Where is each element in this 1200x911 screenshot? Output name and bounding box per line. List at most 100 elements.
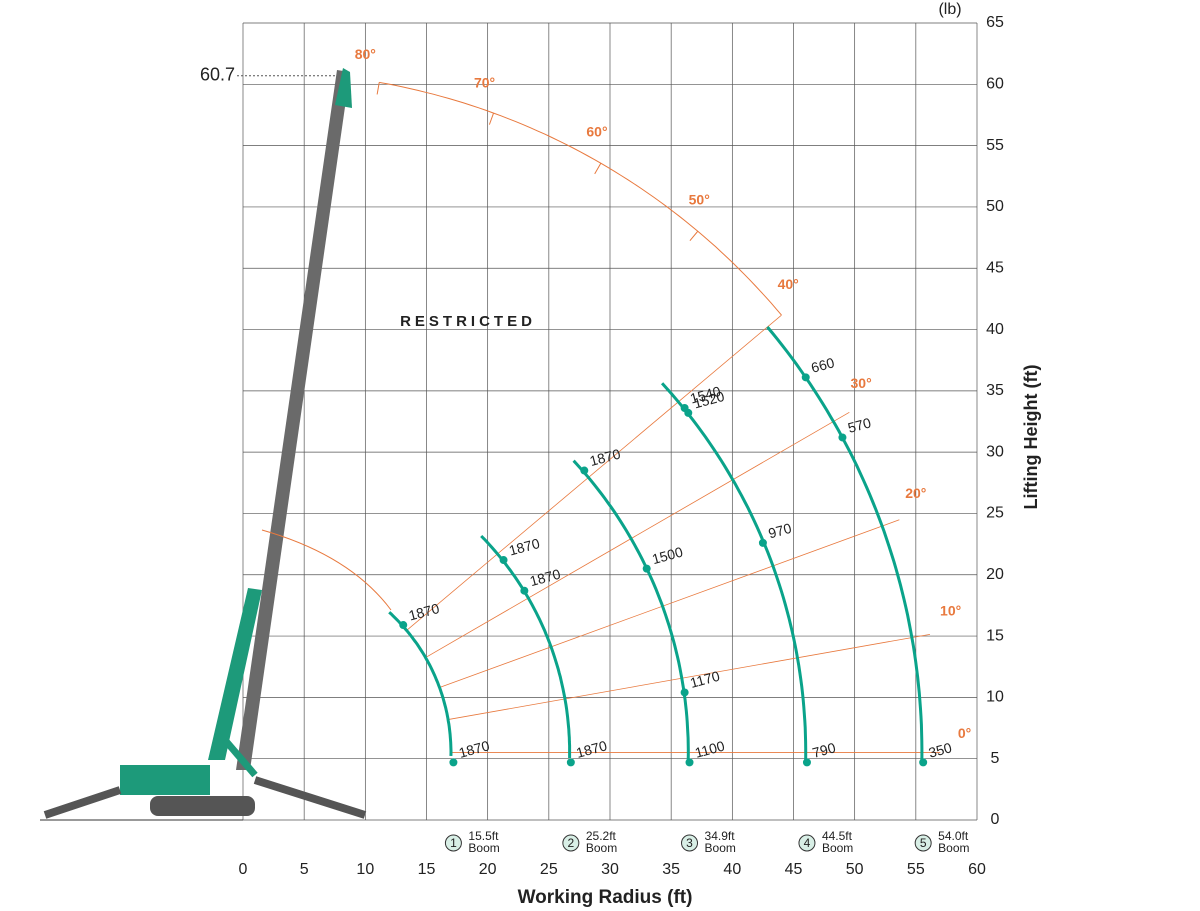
load-point [801,373,810,382]
y-axis-title: Lifting Height (ft) [1021,365,1041,510]
boom-number: 1 [450,836,457,850]
load-label: 350 [927,739,954,761]
tracks [150,796,255,816]
load-label: 1500 [650,544,684,568]
grid [242,22,978,821]
load-point [758,538,767,547]
x-tick-label: 20 [479,861,497,878]
unit-label: (lb) [938,1,961,18]
boom-base [208,588,262,760]
load-label: 1520 [692,388,726,412]
outrigger [253,776,367,819]
x-tick-label: 50 [846,861,864,878]
y-tick-label: 50 [986,198,1004,215]
load-label: 660 [809,354,836,376]
boom-arc [660,382,808,763]
load-label: 1870 [507,535,541,559]
load-label: 570 [846,414,873,436]
outrigger [43,786,122,819]
restricted-label: RESTRICTED [400,313,536,330]
load-point [685,758,694,767]
boom-unit: Boom [822,841,853,855]
angle-label: 10° [940,603,961,619]
boom-marker [798,834,816,852]
load-point [919,758,928,767]
boom-number: 2 [568,836,575,850]
load-label: 790 [811,739,838,761]
outrigger-arm [222,737,258,778]
y-tick-label: 45 [986,259,1004,276]
angle-tick [488,112,495,125]
x-axis-title: Working Radius (ft) [518,887,693,908]
angle-label: 80° [355,46,376,62]
load-point [399,621,408,630]
angle-label: 40° [778,276,799,292]
load-label: 1540 [688,383,722,407]
x-tick-label: 45 [785,861,803,878]
load-point [684,408,693,417]
angle-line [406,314,782,631]
load-label: 1170 [688,668,721,691]
boom-length: 15.5ft [468,829,499,843]
y-tick-label: 15 [986,627,1004,644]
boom-length: 44.5ft [822,829,853,843]
angle-tick [594,162,602,175]
x-tick-label: 30 [601,861,619,878]
x-tick-label: 35 [662,861,680,878]
boom-unit: Boom [938,841,969,855]
load-label: 1870 [574,737,608,761]
boom-marker [681,834,699,852]
boom-unit: Boom [586,841,617,855]
boom-number: 5 [920,836,927,850]
max-height-label: 60.7 [200,64,235,84]
boom-marker [562,834,580,852]
load-point [499,556,508,565]
boom-unit: Boom [468,841,499,855]
load-point [802,758,811,767]
y-tick-label: 40 [986,321,1004,338]
load-label: 1870 [407,600,441,624]
angle-line [425,411,850,658]
boom-arc [766,326,924,765]
load-label: 1870 [528,566,562,590]
crane-illustration [40,68,392,821]
y-tick-label: 35 [986,382,1004,399]
load-label: 1870 [588,445,622,469]
load-point [520,586,529,595]
boom-arc [388,611,453,756]
load-label: 1870 [457,737,491,761]
x-tick-label: 60 [968,861,986,878]
boom-tip [335,68,352,108]
angle-line [439,519,900,688]
y-tick-label: 5 [991,750,1000,767]
boom-unit: Boom [705,841,736,855]
boom-length: 25.2ft [586,829,617,843]
inner-envelope [261,529,392,611]
load-point [838,433,847,442]
x-tick-label: 25 [540,861,558,878]
angle-label: 60° [586,124,607,140]
boom-marker [444,834,462,852]
load-label: 970 [767,520,794,542]
boom [236,70,350,770]
y-tick-label: 25 [986,505,1004,522]
y-tick-label: 55 [986,137,1004,154]
load-point [566,758,575,767]
boom-length: 54.0ft [938,829,969,843]
boom-arc [480,534,572,758]
angle-line [448,633,931,720]
x-tick-label: 15 [418,861,436,878]
x-tick-label: 5 [300,861,309,878]
x-tick-label: 10 [356,861,374,878]
load-label: 1100 [693,738,726,761]
load-point [642,564,651,573]
boom-number: 4 [804,836,811,850]
y-tick-label: 60 [986,76,1004,93]
y-tick-label: 10 [986,689,1004,706]
body [120,765,210,795]
angle-label: 50° [689,191,710,207]
load-point [449,758,458,767]
angle-tick [689,230,699,241]
load-point [680,688,689,697]
